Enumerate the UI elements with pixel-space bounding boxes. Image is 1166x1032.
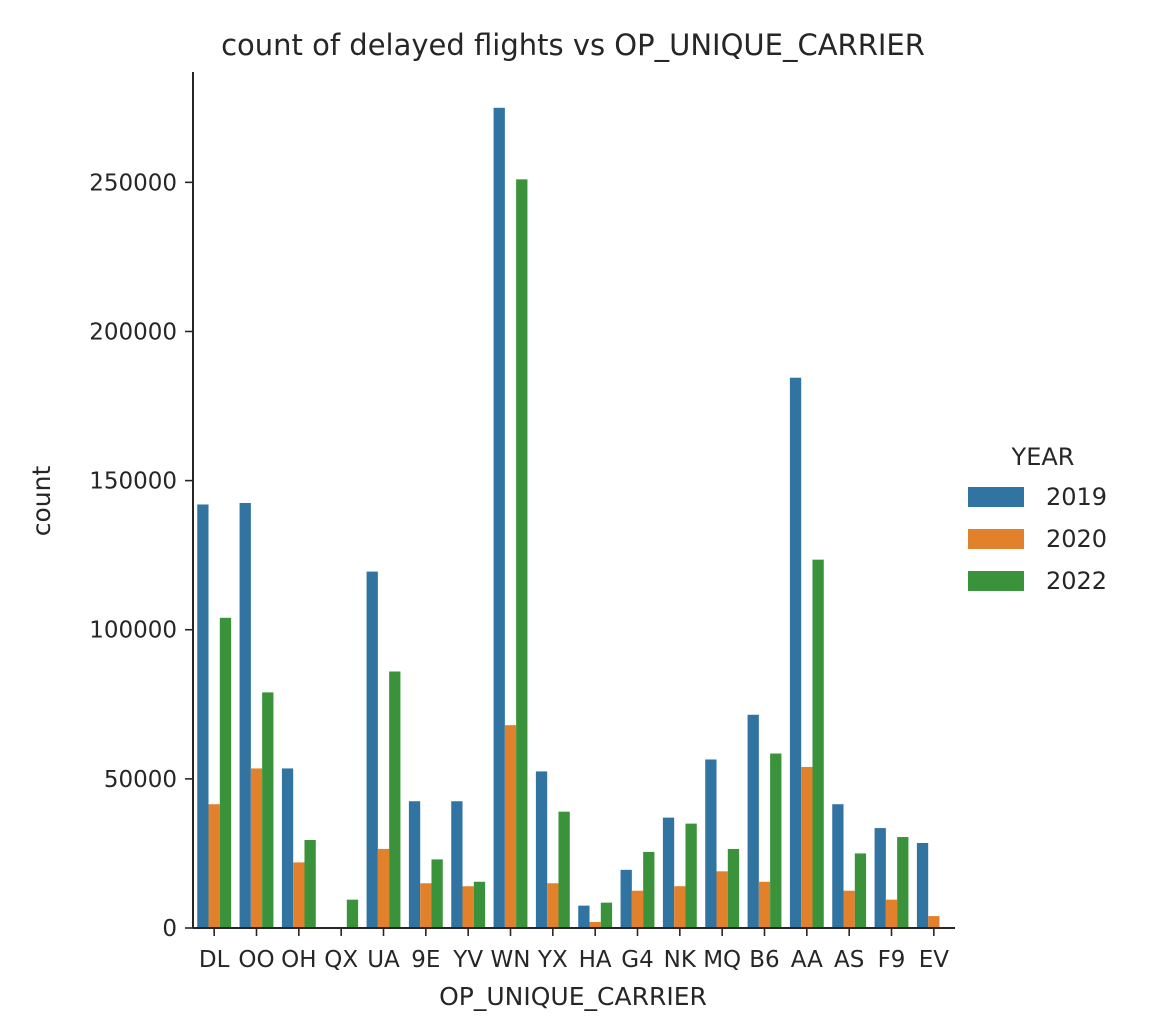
bar-9e-2019 bbox=[408, 801, 421, 928]
y-axis-label: count bbox=[27, 466, 56, 537]
x-tick-label-yv: YV bbox=[452, 947, 483, 973]
legend-swatch-2019 bbox=[968, 487, 1024, 507]
legend-label-2020: 2020 bbox=[1046, 525, 1107, 553]
bar-nk-2020 bbox=[674, 886, 686, 928]
bar-ev-2020 bbox=[928, 916, 940, 928]
x-tick-label-oo: OO bbox=[238, 947, 274, 973]
bar-mq-2020 bbox=[716, 871, 728, 928]
y-tick-label: 150000 bbox=[89, 469, 177, 495]
y-tick-label: 200000 bbox=[89, 319, 177, 345]
y-tick-label: 250000 bbox=[89, 170, 177, 196]
bar-wn-2020 bbox=[504, 725, 517, 928]
x-tick-label-ua: UA bbox=[367, 947, 400, 973]
bar-aa-2022 bbox=[812, 559, 824, 928]
bar-qx-2022 bbox=[346, 899, 359, 928]
bar-b6-2022 bbox=[770, 753, 782, 928]
bar-g4-2022 bbox=[643, 851, 655, 928]
x-tick-label-oh: OH bbox=[281, 947, 316, 973]
bar-as-2022 bbox=[854, 853, 867, 928]
bar-oo-2019 bbox=[239, 502, 251, 928]
x-tick-label-aa: AA bbox=[791, 947, 823, 973]
bar-oh-2022 bbox=[304, 840, 316, 928]
legend-swatch-2022 bbox=[968, 571, 1024, 591]
bar-ha-2022 bbox=[600, 902, 613, 928]
x-ticks-group: DL OO OH QX UA 9E YV WN YX HA G4 NK MQ B6 AA AS F9 EV bbox=[199, 928, 949, 973]
bar-ha-2020 bbox=[589, 922, 601, 928]
bar-yv-2022 bbox=[473, 881, 486, 928]
bar-dl-2019 bbox=[197, 504, 209, 928]
bar-oo-2020 bbox=[250, 768, 263, 928]
bar-ha-2019 bbox=[578, 905, 590, 928]
bar-aa-2019 bbox=[789, 377, 802, 929]
bar-9e-2022 bbox=[431, 859, 443, 928]
bar-yv-2019 bbox=[451, 801, 463, 928]
x-tick-label-f9: F9 bbox=[878, 947, 906, 973]
bar-yx-2020 bbox=[547, 883, 559, 928]
bars-group bbox=[197, 107, 940, 929]
bar-ua-2019 bbox=[366, 571, 378, 928]
bar-9e-2020 bbox=[420, 883, 432, 928]
x-tick-label-dl: DL bbox=[199, 947, 230, 973]
bar-f9-2022 bbox=[897, 837, 909, 928]
legend-label-2022: 2022 bbox=[1046, 567, 1107, 595]
bar-oh-2019 bbox=[281, 768, 294, 928]
bar-oo-2022 bbox=[262, 692, 274, 928]
bar-yv-2020 bbox=[462, 886, 474, 928]
y-tick-label: 0 bbox=[162, 916, 177, 942]
bar-wn-2019 bbox=[493, 107, 505, 929]
bar-b6-2020 bbox=[758, 881, 771, 928]
bar-mq-2022 bbox=[727, 848, 740, 928]
chart-title: count of delayed flights vs OP_UNIQUE_CA… bbox=[221, 28, 925, 62]
legend-title: YEAR bbox=[1011, 443, 1075, 471]
x-tick-label-mq: MQ bbox=[703, 947, 741, 973]
x-tick-label-yx: YX bbox=[537, 947, 568, 973]
x-tick-label-g4: G4 bbox=[621, 947, 653, 973]
bar-f9-2020 bbox=[885, 899, 898, 928]
y-tick-label: 50000 bbox=[104, 767, 177, 793]
bar-b6-2019 bbox=[747, 714, 759, 928]
x-tick-label-qx: QX bbox=[324, 947, 358, 973]
bar-as-2019 bbox=[832, 804, 844, 928]
x-tick-label-nk: NK bbox=[664, 947, 697, 973]
x-tick-label-wn: WN bbox=[491, 947, 531, 973]
x-axis-label: OP_UNIQUE_CARRIER bbox=[439, 982, 707, 1011]
x-tick-label-ev: EV bbox=[919, 947, 950, 973]
legend: YEAR 2019 2020 2022 bbox=[968, 443, 1107, 595]
bar-dl-2020 bbox=[208, 804, 220, 928]
bar-g4-2019 bbox=[620, 869, 632, 928]
legend-swatch-2020 bbox=[968, 529, 1024, 549]
bar-dl-2022 bbox=[219, 617, 232, 928]
x-tick-label-as: AS bbox=[834, 947, 864, 973]
bar-as-2020 bbox=[843, 890, 855, 928]
bar-oh-2020 bbox=[293, 862, 305, 928]
bar-yx-2019 bbox=[535, 771, 548, 928]
bar-mq-2019 bbox=[705, 759, 717, 928]
bar-wn-2022 bbox=[516, 179, 528, 928]
bar-ev-2019 bbox=[916, 843, 929, 928]
bar-ua-2020 bbox=[377, 848, 390, 928]
x-tick-label-ha: HA bbox=[579, 947, 612, 973]
legend-label-2019: 2019 bbox=[1046, 483, 1107, 511]
bar-g4-2020 bbox=[631, 890, 644, 928]
bar-aa-2020 bbox=[801, 766, 813, 928]
bar-nk-2019 bbox=[662, 817, 675, 928]
y-tick-label: 100000 bbox=[89, 618, 177, 644]
bar-nk-2022 bbox=[685, 823, 697, 928]
y-ticks-group: 0 50000 100000 150000 200000 250000 bbox=[89, 170, 193, 942]
x-tick-label-9e: 9E bbox=[411, 947, 440, 973]
bar-yx-2022 bbox=[558, 811, 570, 928]
x-tick-label-b6: B6 bbox=[749, 947, 779, 973]
bar-f9-2019 bbox=[874, 828, 886, 928]
bar-ua-2022 bbox=[389, 671, 401, 928]
